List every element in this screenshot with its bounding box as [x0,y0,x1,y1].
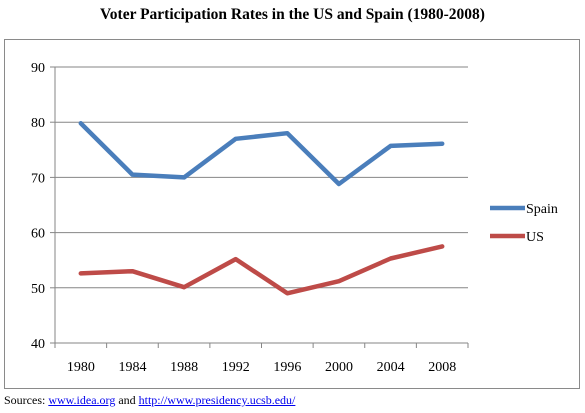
source-link-presidency[interactable]: http://www.presidency.ucsb.edu/ [138,393,296,407]
y-tick-label-90: 90 [31,61,45,76]
x-tick-label-2004: 2004 [377,360,405,375]
y-tick-label-70: 70 [31,171,45,186]
legend-label-spain: Spain [526,202,558,217]
series-line-us [78,244,445,296]
y-tick-label-40: 40 [31,337,45,352]
x-tick-label-1996: 1996 [273,360,301,375]
sources-conjunction: and [118,393,136,407]
series-line-spain [78,121,445,187]
legend-label-us: US [526,230,544,245]
source-link-idea[interactable]: www.idea.org [48,393,116,407]
chart-frame [4,39,580,389]
y-tick-label-50: 50 [31,282,45,297]
sources-label: Sources: [4,393,46,407]
x-tick-label-2000: 2000 [325,360,353,375]
y-tick-label-60: 60 [31,227,45,242]
x-tick-label-1984: 1984 [118,360,146,375]
x-tick-label-1992: 1992 [222,360,250,375]
x-tick-label-1980: 1980 [67,360,95,375]
x-tick-label-1988: 1988 [170,360,198,375]
sources-footer: Sources: www.idea.org and http://www.pre… [4,393,295,408]
chart-title: Voter Participation Rates in the US and … [100,6,485,23]
y-tick-label-80: 80 [31,116,45,131]
x-tick-label-2008: 2008 [428,360,456,375]
